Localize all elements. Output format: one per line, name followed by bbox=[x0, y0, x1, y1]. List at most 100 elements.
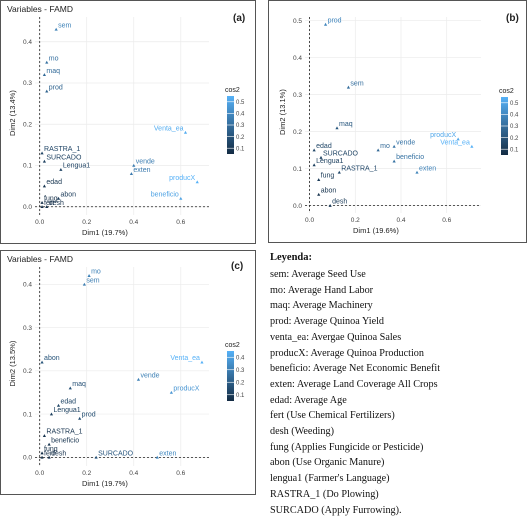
point-label: desh bbox=[332, 199, 347, 206]
colorbar-tick-label: 0.3 bbox=[510, 124, 519, 130]
point-label: sem bbox=[350, 80, 363, 87]
data-point bbox=[155, 455, 159, 459]
point-label: producX bbox=[430, 132, 456, 139]
point-label: edad bbox=[46, 179, 62, 186]
y-tick-label: 0.2 bbox=[23, 121, 32, 128]
panel-letter: (b) bbox=[506, 13, 519, 24]
x-tick-label: 0.0 bbox=[35, 219, 44, 226]
point-label: exten bbox=[419, 165, 436, 172]
data-point bbox=[42, 73, 47, 77]
panel-c: Variables - FAMD (c) 0.0 0.2 0.4 0.6 0.0 0.1 0… bbox=[0, 250, 256, 495]
legend-item: prod: Average Quinoa Yield bbox=[270, 316, 385, 328]
colorbar-tick-label: 0.1 bbox=[236, 393, 245, 399]
point-label: Venta_ea bbox=[154, 126, 184, 133]
point-label: SURCADO bbox=[98, 450, 134, 457]
data-point bbox=[45, 60, 49, 64]
point-label: abon bbox=[44, 355, 60, 362]
y-tick-label: 0.1 bbox=[293, 166, 302, 173]
data-point bbox=[392, 159, 396, 163]
data-point bbox=[49, 412, 54, 416]
data-point bbox=[87, 274, 91, 277]
colorbar-title: cos2 bbox=[225, 87, 240, 94]
point-label: maq bbox=[72, 381, 86, 388]
x-tick-label: 0.6 bbox=[176, 470, 185, 477]
data-point bbox=[179, 196, 183, 200]
data-point bbox=[132, 163, 136, 167]
data-point bbox=[415, 170, 419, 174]
legend-item: sem: Average Seed Use bbox=[270, 269, 366, 280]
x-tick-label: 0.4 bbox=[396, 217, 405, 224]
point-label: fung bbox=[44, 196, 58, 203]
point-label: Lengua1 bbox=[316, 158, 343, 165]
point-label: beneficio bbox=[396, 154, 424, 161]
point-label: RASTRA_1 bbox=[44, 146, 80, 153]
colorbar bbox=[227, 351, 234, 401]
point-label: beneficio bbox=[51, 437, 79, 444]
point-label: RASTRA_1 bbox=[46, 429, 82, 436]
legend-item: fung (Applies Fungicide or Pesticide) bbox=[270, 441, 424, 453]
x-tick-label: 0.6 bbox=[442, 217, 451, 224]
data-point bbox=[317, 178, 321, 182]
data-point bbox=[47, 442, 51, 446]
data-point bbox=[183, 130, 188, 134]
y-axis-label: Dim2 (13.4%) bbox=[8, 90, 17, 136]
data-point bbox=[169, 390, 173, 394]
data-point bbox=[56, 403, 61, 407]
point-label: beneficio bbox=[151, 192, 179, 199]
point-label: exten bbox=[159, 450, 176, 457]
data-point bbox=[40, 451, 44, 455]
data-point bbox=[200, 360, 204, 364]
x-tick-label: 0.0 bbox=[35, 470, 44, 477]
point-label: Venta_ea bbox=[440, 139, 470, 146]
x-axis-label: Dim1 (19.7%) bbox=[82, 479, 128, 488]
x-tick-label: 0.2 bbox=[351, 217, 360, 224]
x-axis-label: Dim1 (19.6%) bbox=[353, 226, 399, 235]
data-point bbox=[78, 416, 82, 420]
data-point bbox=[54, 27, 58, 31]
x-tick-label: 0.6 bbox=[176, 219, 185, 226]
legend-item: lengua1 (Farmer's Language) bbox=[270, 473, 390, 485]
data-point bbox=[312, 163, 316, 167]
y-tick-label: 0.1 bbox=[23, 411, 32, 418]
y-tick-label: 0.2 bbox=[293, 129, 302, 136]
y-tick-label: 0.0 bbox=[23, 455, 32, 462]
point-label: abon bbox=[321, 188, 337, 195]
y-tick-label: 0.3 bbox=[23, 325, 32, 332]
panel-title: Variables - FAMD bbox=[7, 254, 73, 264]
point-label: Lengua1 bbox=[53, 407, 80, 414]
y-tick-label: 0.4 bbox=[293, 55, 302, 62]
point-label: sem bbox=[86, 277, 99, 284]
data-point bbox=[45, 89, 49, 93]
legend-item: maq: Average Machinery bbox=[270, 300, 373, 312]
y-tick-label: 0.0 bbox=[23, 204, 32, 211]
point-label: prod bbox=[82, 411, 96, 418]
data-point bbox=[45, 205, 49, 209]
point-label: SURCADO bbox=[46, 154, 82, 161]
data-point bbox=[136, 377, 141, 381]
legend-item: beneficio: Average Net Economic Benefit bbox=[270, 363, 441, 375]
y-tick-label: 0.3 bbox=[23, 80, 32, 87]
point-label: fung bbox=[44, 446, 58, 453]
variable-legend: Leyenda: sem: Average Seed Use mo: Avera… bbox=[270, 252, 527, 516]
x-tick-label: 0.4 bbox=[129, 219, 138, 226]
point-label: RASTRA_1 bbox=[341, 165, 377, 172]
data-point bbox=[40, 360, 44, 364]
colorbar-tick-label: 0.2 bbox=[236, 135, 245, 141]
x-tick-label: 0.2 bbox=[82, 470, 91, 477]
data-point bbox=[346, 85, 351, 89]
point-label: sem bbox=[58, 22, 71, 29]
data-point bbox=[376, 148, 380, 152]
point-label: vende bbox=[140, 372, 159, 379]
point-label: SURCADO bbox=[323, 151, 359, 158]
legend-item: exten: Average Land Coverage All Crops bbox=[270, 378, 438, 390]
colorbar-tick-label: 0.4 bbox=[236, 112, 245, 118]
point-label: edad bbox=[316, 143, 332, 150]
point-label: maq bbox=[46, 68, 60, 75]
colorbar-tick-label: 0.2 bbox=[510, 136, 519, 142]
y-tick-label: 0.0 bbox=[293, 203, 302, 210]
legend-item: RASTRA_1 (Do Plowing) bbox=[270, 488, 379, 500]
x-tick-label: 0.2 bbox=[82, 219, 91, 226]
colorbar-tick-label: 0.3 bbox=[236, 123, 245, 129]
colorbar-tick-label: 0.1 bbox=[510, 147, 519, 153]
